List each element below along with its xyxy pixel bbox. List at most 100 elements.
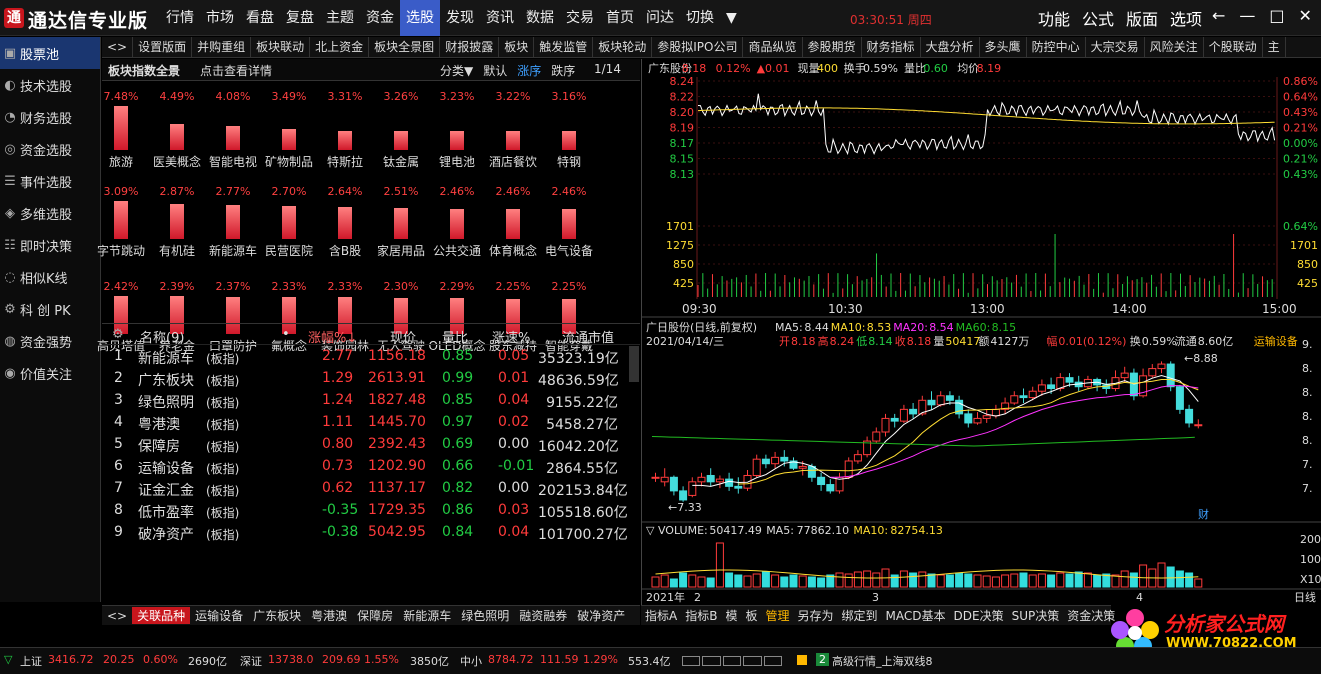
minimize-icon[interactable]: — [1239, 6, 1256, 25]
right-menu-3[interactable]: 选项 [1170, 10, 1203, 29]
related-tab-9[interactable]: 破净资产 [577, 609, 626, 623]
menu-8[interactable]: 资讯 [486, 10, 514, 26]
table-row[interactable]: 5 保障房 0.80 2392.43 0.69 0.00 16042.20亿 (板指) [102, 434, 640, 456]
table-row[interactable]: 4 粤港澳 1.11 1445.70 0.97 0.02 5458.27亿 (板指) [102, 412, 640, 434]
table-row[interactable]: 8 低市盈率 -0.35 1729.35 0.86 0.03 105518.60亿 (板指) [102, 500, 640, 522]
col-mcap[interactable]: 流通市值 [562, 331, 615, 346]
col-vol-ratio[interactable]: 量比 [442, 331, 469, 346]
indicator-tab-5[interactable]: 另存为 [797, 609, 834, 623]
col-name[interactable]: 名称(9) [140, 331, 185, 346]
func-tab-20[interactable]: 主 [1263, 37, 1286, 57]
indicator-tab-6[interactable]: 绑定到 [841, 609, 878, 623]
table-row[interactable]: 2 广东板块 1.29 2613.91 0.99 0.01 48636.59亿 (板指) [102, 368, 640, 390]
sector-bar-item[interactable]: 4.49% 医美概念 [146, 90, 208, 170]
indicator-tab-4[interactable]: 管理 [765, 609, 790, 623]
sidebar-item-7[interactable]: ◌ 相似K线 [0, 261, 100, 293]
related-tab-2[interactable]: 运输设备 [195, 609, 244, 623]
sidebar-item-10[interactable]: ◉ 价值关注 [0, 357, 100, 389]
indicator-tab-10[interactable]: 资金决策 [1067, 609, 1116, 623]
menu-2[interactable]: 看盘 [246, 10, 274, 26]
func-tab-14[interactable]: 大盘分析 [921, 37, 980, 57]
sector-bar-item[interactable]: 4.08% 智能电视 [202, 90, 264, 170]
maximize-icon[interactable]: □ [1269, 6, 1285, 25]
func-tab-5[interactable]: 板块全景图 [369, 37, 441, 57]
sidebar-item-5[interactable]: ◈ 多维选股 [0, 197, 100, 229]
func-tab-4[interactable]: 北上资金 [310, 37, 370, 57]
sector-bar-item[interactable]: 2.70% 民营医院 [258, 185, 320, 259]
col-speed[interactable]: 涨速% [492, 331, 531, 346]
sidebar-item-9[interactable]: ◍ 资金强势 [0, 325, 100, 357]
sector-bar-item[interactable]: 2.30% 无人驾驶 [370, 280, 432, 354]
sector-bar-item[interactable]: 3.49% 矿物制品 [258, 90, 320, 170]
indicator-tab-8[interactable]: DDE决策 [953, 609, 1004, 623]
related-tab-0[interactable]: <> [107, 608, 128, 623]
sector-bar-item[interactable]: 2.25% 股东减持 [482, 280, 544, 354]
menu-6[interactable]: 选股 [400, 0, 440, 36]
sidebar-item-3[interactable]: ◎ 资金选股 [0, 133, 100, 165]
menu-10[interactable]: 交易 [566, 10, 594, 26]
menu-4[interactable]: 主题 [326, 10, 354, 26]
sector-bar-item[interactable]: 2.33% 装饰园林 [314, 280, 376, 354]
table-scrollbar[interactable] [629, 346, 639, 382]
related-tab-4[interactable]: 粤港澳 [311, 609, 348, 623]
func-tab-12[interactable]: 参股期货 [803, 37, 862, 57]
sh-label[interactable]: 上证 [20, 655, 42, 668]
func-tab-6[interactable]: 财报披露 [440, 37, 500, 57]
menu-7[interactable]: 发现 [446, 10, 474, 26]
func-tab-19[interactable]: 个股联动 [1204, 37, 1263, 57]
table-row[interactable]: 7 证金汇金 0.62 1137.17 0.82 0.00 202153.84亿 (板指) [102, 478, 640, 500]
data-feed-label[interactable]: 高级行情_上海双线8 [832, 655, 933, 668]
sector-bar-item[interactable]: 2.46% 电气设备 [538, 185, 600, 259]
sector-bar-item[interactable]: 7.48% 旅游 [90, 90, 152, 170]
table-row[interactable]: 6 运输设备 0.73 1202.90 0.66 -0.01 2864.55亿 (板指) [102, 456, 640, 478]
sidebar-item-8[interactable]: ⚙ 科 创 PK [0, 293, 100, 325]
sz-label[interactable]: 深证 [240, 655, 262, 668]
menu-14[interactable]: ▼ [726, 10, 737, 26]
table-row[interactable]: 1 新能源车 2.77 1156.18 0.85 0.05 35323.19亿 (板指) [102, 346, 640, 368]
sector-bar-item[interactable]: 2.42% 高贝塔值 [90, 280, 152, 354]
related-tab-5[interactable]: 保障房 [357, 609, 394, 623]
func-tab-3[interactable]: 板块联动 [251, 37, 311, 57]
sidebar-item-6[interactable]: ☷ 即时决策 [0, 229, 100, 261]
func-tab-2[interactable]: 并购重组 [192, 37, 252, 57]
func-tab-1[interactable]: 设置版面 [133, 37, 193, 57]
sector-bar-item[interactable]: 2.37% 口罩防护 [202, 280, 264, 354]
sidebar-item-1[interactable]: ◐ 技术选股 [0, 69, 100, 101]
alert-icon[interactable] [797, 655, 807, 665]
menu-11[interactable]: 首页 [606, 10, 634, 26]
settings-gear-icon[interactable]: ⚙ [112, 327, 124, 342]
sector-bar-item[interactable]: 2.39% 养老金 [146, 280, 208, 354]
indicator-tab-0[interactable]: 指标A [645, 609, 678, 623]
menu-3[interactable]: 复盘 [286, 10, 314, 26]
sector-bar-item[interactable]: 3.16% 特钢 [538, 90, 600, 170]
sector-bar-item[interactable]: 3.26% 钛金属 [370, 90, 432, 170]
menu-12[interactable]: 问达 [646, 10, 674, 26]
func-tab-8[interactable]: 触发监管 [534, 37, 594, 57]
func-tab-13[interactable]: 财务指标 [862, 37, 921, 57]
sector-sort-0[interactable]: 分类▼ [440, 64, 474, 78]
sector-bar-item[interactable]: 2.64% 含B股 [314, 185, 376, 259]
sidebar-item-0[interactable]: ▣ 股票池 [0, 37, 100, 69]
right-menu-2[interactable]: 版面 [1126, 10, 1159, 29]
close-icon[interactable]: ✕ [1298, 6, 1312, 25]
func-tab-7[interactable]: 板块 [499, 37, 535, 57]
sector-bar-item[interactable]: 3.22% 酒店餐饮 [482, 90, 544, 170]
func-tab-15[interactable]: 多头鹰 [980, 37, 1027, 57]
sector-bar-item[interactable]: 2.77% 新能源车 [202, 185, 264, 259]
related-tab-3[interactable]: 广东板块 [253, 609, 302, 623]
related-tab-1[interactable]: 关联品种 [132, 607, 191, 624]
menu-0[interactable]: 行情 [166, 10, 194, 26]
related-tab-7[interactable]: 绿色照明 [461, 609, 510, 623]
sector-bar-item[interactable]: 2.25% 智能穿戴 [538, 280, 600, 354]
sector-bar-item[interactable]: 2.33% 氟概念 [258, 280, 320, 354]
sector-sort-2[interactable]: 涨序 [517, 64, 542, 78]
sector-bar-item[interactable]: 2.46% 体育概念 [482, 185, 544, 259]
sector-bar-item[interactable]: 2.51% 家居用品 [370, 185, 432, 259]
related-tab-6[interactable]: 新能源车 [403, 609, 452, 623]
sector-sort-1[interactable]: 默认 [483, 64, 508, 78]
menu-9[interactable]: 数据 [526, 10, 554, 26]
func-tab-9[interactable]: 板块轮动 [593, 37, 653, 57]
menu-13[interactable]: 切换 [686, 10, 714, 26]
right-menu-0[interactable]: 功能 [1038, 10, 1071, 29]
indicator-tab-3[interactable]: 板 [745, 609, 758, 623]
